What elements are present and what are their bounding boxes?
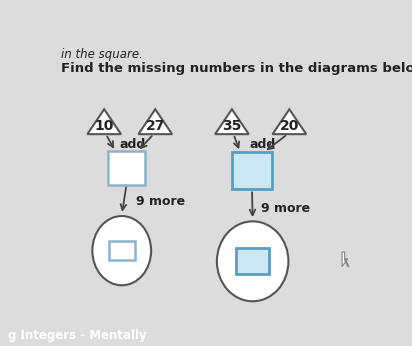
Text: add: add — [249, 138, 275, 151]
Text: add: add — [120, 138, 146, 151]
Polygon shape — [215, 109, 249, 134]
Text: 9 more: 9 more — [261, 201, 310, 215]
Bar — [232, 152, 272, 189]
Text: 10: 10 — [94, 119, 114, 133]
Text: in the square.: in the square. — [61, 48, 143, 61]
Text: g Integers - Mentally: g Integers - Mentally — [8, 329, 147, 342]
Text: 27: 27 — [145, 119, 165, 133]
Text: 35: 35 — [222, 119, 241, 133]
Bar — [108, 152, 145, 185]
Polygon shape — [138, 109, 172, 134]
Polygon shape — [342, 252, 349, 267]
Polygon shape — [273, 109, 306, 134]
Text: 20: 20 — [280, 119, 299, 133]
Ellipse shape — [217, 221, 288, 301]
Text: Find the missing numbers in the diagrams below.: Find the missing numbers in the diagrams… — [61, 62, 412, 74]
Text: 9 more: 9 more — [136, 195, 185, 208]
Polygon shape — [87, 109, 121, 134]
Ellipse shape — [92, 216, 151, 285]
Bar — [236, 248, 269, 274]
Bar — [109, 241, 134, 261]
